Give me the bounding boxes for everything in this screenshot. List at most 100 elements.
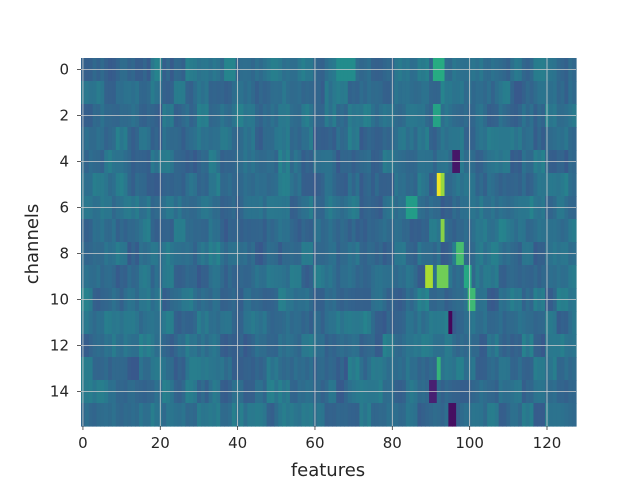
heatmap-cell [413,81,419,105]
heatmap-cell [440,127,446,151]
heatmap-cell [494,127,500,151]
heatmap-cell [521,357,527,381]
heatmap-cell [506,403,511,427]
heatmap-cell [154,357,159,381]
heatmap-cell [456,81,461,105]
heatmap-cell [514,173,519,197]
heatmap-cell [452,357,457,381]
heatmap-cell [525,311,531,335]
heatmap-cell [572,265,577,289]
heatmap-cell [552,81,558,105]
heatmap-cell [146,127,152,151]
heatmap-cell [382,357,388,381]
heatmap-cell [305,127,310,151]
heatmap-cell [487,219,492,243]
heatmap-cell [108,403,113,427]
heatmap-cell [258,265,264,289]
heatmap-cell [285,311,291,335]
heatmap-cell [92,173,98,197]
heatmap-cell [525,357,531,381]
heatmap-cell [560,357,565,381]
heatmap-cell [270,357,275,381]
heatmap-cell [525,81,531,105]
heatmap-cell [564,219,569,243]
heatmap-cell [432,173,438,197]
heatmap-cell [494,357,500,381]
heatmap-cell [502,265,507,289]
heatmap-cell [146,311,152,335]
heatmap-cell [258,219,264,243]
heatmap-cell [452,311,457,335]
heatmap-cell [258,403,264,427]
heatmap-cell [173,311,179,335]
heatmap-cell [309,311,314,335]
heatmap-cell [471,357,477,381]
heatmap-cell [123,127,129,151]
heatmap-cell [119,357,125,381]
heatmap-cell [552,311,558,335]
heatmap-cell [436,81,442,105]
heatmap-cell [208,357,214,381]
heatmap-cell [266,357,272,381]
heatmap-cell [92,219,98,243]
heatmap-cell [131,219,136,243]
heatmap-cell [212,219,217,243]
heatmap-cell [131,127,136,151]
heatmap-cell [421,265,426,289]
heatmap-cell [135,265,140,289]
heatmap-cell [289,127,295,151]
heatmap-cell [127,219,132,243]
heatmap-cell [189,127,194,151]
heatmap-cell [104,219,109,243]
heatmap-cell [258,357,264,381]
heatmap-cell [166,311,171,335]
heatmap-cell [498,403,504,427]
heatmap-cell [216,265,221,289]
heatmap-cell [548,127,554,151]
heatmap-cell [305,357,310,381]
heatmap-cell [185,127,190,151]
heatmap-cell [517,173,523,197]
heatmap-cell [266,173,272,197]
heatmap-cell [401,265,407,289]
heatmap-cell [490,265,496,289]
heatmap-cell [359,127,364,151]
heatmap-cell [243,219,248,243]
heatmap-cell [374,311,380,335]
heatmap-cell [444,173,449,197]
heatmap-cell [224,357,229,381]
heatmap-cell [432,127,438,151]
heatmap-cell [332,219,337,243]
heatmap-cell [363,265,368,289]
heatmap-cell [521,81,527,105]
heatmap-cell [169,403,175,427]
heatmap-cell [479,81,484,105]
heatmap-cell [347,357,353,381]
heatmap-cell [212,81,217,105]
heatmap-cell [552,403,558,427]
heatmap-cell [510,265,515,289]
heatmap-cell [521,403,527,427]
heatmap-cell [255,81,260,105]
heatmap-cell [88,173,94,197]
heatmap-cell [475,357,480,381]
heatmap-cell [548,173,554,197]
heatmap-cell [139,311,144,335]
heatmap-cell [181,357,187,381]
heatmap-cell [309,357,314,381]
heatmap-cell [115,81,121,105]
heatmap-cell [456,127,461,151]
heatmap-cell [166,219,171,243]
heatmap-cell [197,403,202,427]
heatmap-cell [409,173,415,197]
heatmap-cell [166,265,171,289]
heatmap-cell [405,311,411,335]
heatmap-cell [258,173,264,197]
heatmap-cell [181,219,187,243]
y-tick-label: 14 [50,383,69,401]
heatmap-cell [394,311,399,335]
heatmap-cell [316,173,322,197]
heatmap-cell [332,311,337,335]
heatmap-cell [212,265,217,289]
heatmap-cell [471,311,477,335]
